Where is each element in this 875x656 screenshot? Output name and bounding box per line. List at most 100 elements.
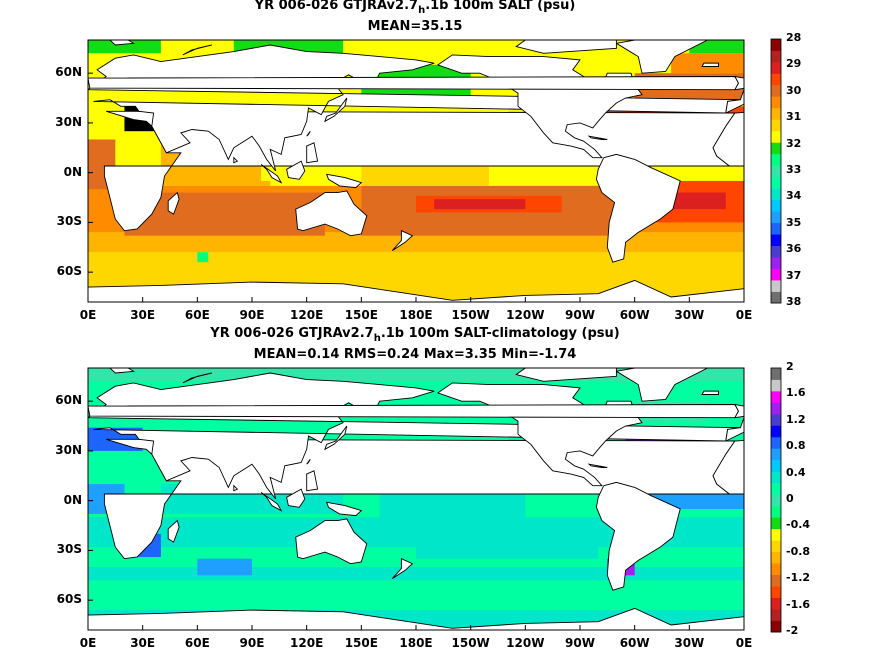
land-taiwan [306, 458, 311, 465]
colorbar-label: 36 [786, 242, 802, 256]
top-map-title: YR 006-026 GTJRAv2.7h.1b 100m SALT (psu) [254, 0, 576, 16]
land-greenland [615, 368, 708, 402]
x-tick-label: 90W [565, 308, 595, 322]
land-borneo [286, 488, 306, 508]
x-tick-label: 90E [239, 308, 265, 322]
colorbar-swatch [771, 222, 781, 235]
y-tick-label: 60N [55, 393, 82, 408]
x-tick-label: 30E [130, 636, 156, 650]
colorbar-swatch [771, 517, 781, 530]
x-tick-label: 180E [399, 308, 433, 322]
land-novaya-zemlya [182, 44, 213, 56]
colorbar-swatch [771, 280, 781, 292]
field-cell [88, 232, 744, 253]
field-cell [689, 40, 744, 54]
y-tick-label: 0N [63, 164, 82, 179]
y-tick-label: 30S [56, 214, 82, 229]
colorbar-swatch [771, 234, 781, 247]
land-cuba [587, 135, 608, 140]
x-tick-label: 60W [619, 308, 650, 322]
colorbar-swatch [771, 245, 781, 258]
colorbar-swatch [771, 609, 781, 621]
colorbar-swatch [771, 448, 781, 461]
x-tick-label: 0E [735, 636, 753, 650]
land-taiwan [306, 130, 311, 137]
colorbar-swatch [771, 153, 781, 166]
x-tick-label: 150E [344, 636, 378, 650]
colorbar-frame [770, 367, 782, 633]
y-tick-label: 0N [63, 492, 82, 507]
land-eurasia [88, 372, 741, 500]
colorbar-swatch [771, 257, 781, 269]
colorbar-swatch [771, 620, 781, 633]
land-south-america [595, 153, 681, 263]
x-tick-label: 60W [619, 636, 650, 650]
colorbar-label: 1.2 [786, 412, 806, 426]
field-cell [197, 252, 209, 263]
colorbar-swatch [771, 597, 781, 610]
colorbar-swatch [771, 165, 781, 178]
x-tick-label: 150E [344, 308, 378, 322]
land-madagascar [167, 191, 180, 215]
colorbar-swatch [771, 61, 781, 74]
land-new-zealand [391, 558, 414, 579]
x-tick-label: 0E [735, 308, 753, 322]
land-philippines [306, 142, 319, 164]
land-svalbard [109, 368, 136, 374]
colorbar-label: 2 [786, 360, 794, 373]
colorbar-swatch [771, 73, 781, 86]
land-new-guinea [326, 501, 363, 517]
colorbar-swatch [771, 436, 781, 449]
land-greenland [615, 40, 708, 74]
x-tick-label: 120W [506, 308, 545, 322]
x-tick-label: 90W [565, 636, 595, 650]
field-cell [716, 381, 744, 402]
land-australia [295, 518, 368, 565]
colorbar-swatch [771, 291, 781, 304]
land-eurasia [725, 417, 744, 442]
colorbar-label: 0.4 [786, 465, 806, 479]
land-uk [88, 76, 740, 91]
y-tick-label: 60N [55, 65, 82, 80]
land-sri-lanka [233, 156, 239, 164]
colorbar-swatch [771, 540, 781, 553]
top-map-subtitle: MEAN=35.15 [367, 19, 463, 34]
land-africa [712, 111, 744, 167]
colorbar-swatch [771, 551, 781, 564]
colorbar-swatch [771, 390, 781, 403]
land-sumatra [260, 492, 283, 512]
y-tick-label: 30N [55, 114, 82, 129]
colorbar-swatch [771, 586, 781, 598]
colorbar-swatch [771, 563, 781, 576]
colorbar-label: 32 [786, 136, 802, 150]
colorbar-swatch [771, 50, 781, 63]
land-sumatra [260, 164, 283, 184]
colorbar-swatch [771, 574, 781, 587]
colorbar-frame [770, 38, 782, 304]
y-tick-label: 60S [56, 592, 82, 607]
field-cell [197, 558, 252, 576]
x-tick-label: 30W [674, 636, 705, 650]
colorbar-label: -0.4 [786, 518, 811, 532]
field-cell [434, 199, 526, 210]
land-japan [324, 97, 348, 123]
colorbar-swatch [771, 211, 781, 224]
colorbar-label: -2 [786, 624, 799, 637]
bottom-map-title: YR 006-026 GTJRAv2.7h.1b 100m SALT-clima… [210, 326, 620, 344]
map-field-1 [88, 40, 744, 302]
colorbar-swatch [771, 142, 781, 155]
colorbar-label: 1.6 [786, 386, 806, 400]
colorbar-label: 38 [786, 295, 802, 308]
x-tick-label: 30W [674, 308, 705, 322]
land-eurasia [725, 89, 744, 114]
field-cell [671, 192, 726, 210]
x-tick-label: 150W [451, 636, 490, 650]
colorbar-swatch [771, 459, 781, 472]
x-tick-label: 120E [290, 636, 324, 650]
land-svalbard [109, 40, 136, 46]
colorbar-swatch [771, 39, 781, 51]
colorbar-swatch [771, 119, 781, 132]
land-philippines [306, 470, 319, 492]
field-cell [88, 40, 161, 54]
